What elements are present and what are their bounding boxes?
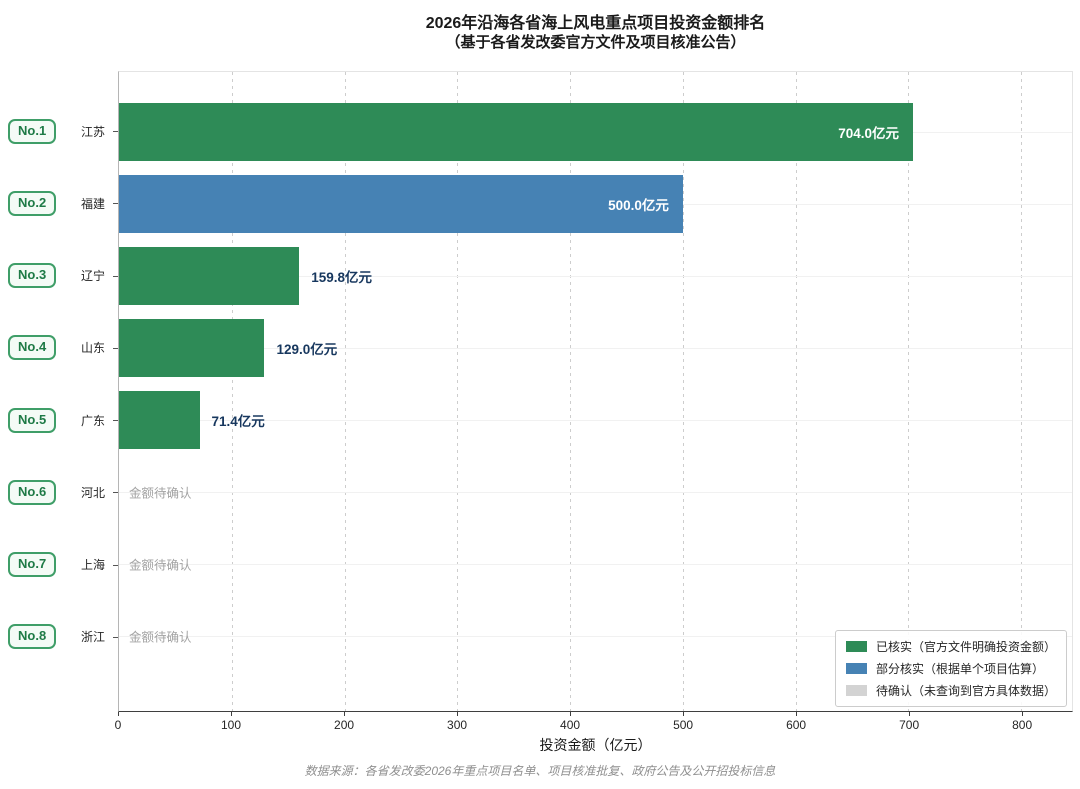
legend-label: 部分核实（根据单个项目估算）: [875, 662, 1044, 676]
chart-subtitle: （基于各省发改委官方文件及项目核准公告）: [445, 34, 746, 51]
rank-badge-4: No.4: [8, 335, 57, 361]
bar-value-label: 159.8亿元: [311, 270, 373, 285]
legend-swatch-partial: [845, 663, 867, 674]
bar-value-label: 金额待确认: [129, 630, 192, 645]
bar-row: 704.0亿元: [119, 96, 1072, 168]
rank-badge-8: No.8: [8, 624, 57, 650]
bar-value-label: 704.0亿元: [838, 126, 899, 141]
rank-badge-1: No.1: [8, 118, 57, 144]
bar-value-label: 129.0亿元: [276, 342, 338, 357]
bar-row: 金额待确认: [119, 600, 1072, 672]
legend: 已核实（官方文件明确投资金额） 部分核实（根据单个项目估算） 待确认（未查询到官…: [834, 630, 1067, 707]
gridline: [1021, 72, 1023, 711]
y-tick-label-shanghai: 上海: [0, 529, 118, 601]
bar-rows: 704.0亿元 500.0亿元 159.8亿元 129.0亿元 71.4亿元 金…: [119, 96, 1072, 672]
rank-badge-cell: No.4: [8, 312, 64, 384]
gridline: [682, 72, 684, 711]
x-tick-label: 500: [673, 718, 694, 732]
y-axis-labels: 江苏 福建 辽宁 山东 广东 河北 上海 浙江: [0, 95, 118, 673]
y-tick-label-guangdong: 广东: [0, 384, 118, 456]
rank-badge-3: No.3: [8, 263, 57, 289]
legend-label: 已核实（官方文件明确投资金额）: [875, 640, 1056, 654]
x-tick-label: 800: [1012, 718, 1033, 732]
gridlines: [119, 72, 1072, 711]
rank-badge-cell: No.1: [8, 95, 64, 167]
bar-value-label: 500.0亿元: [608, 198, 669, 213]
chart-title: 2026年沿海各省海上风电重点项目投资金额排名: [425, 15, 766, 32]
x-tick-mark: [457, 712, 459, 716]
x-tick-mark: [231, 712, 232, 716]
x-tick-mark: [344, 712, 346, 716]
x-tick-mark: [683, 712, 685, 716]
rank-badge-cell: No.6: [8, 456, 64, 528]
bar-fujian: [119, 175, 683, 233]
rank-badge-5: No.5: [8, 407, 57, 433]
legend-item-pending: 待确认（未查询到官方具体数据）: [845, 682, 1056, 699]
x-axis-title: 投资金额（亿元）: [539, 737, 652, 753]
rank-badge-cell: No.2: [8, 167, 64, 239]
x-tick-label: 300: [447, 718, 468, 732]
x-tick-label: 600: [786, 718, 807, 732]
x-tick-mark: [1022, 712, 1024, 716]
rank-badge-7: No.7: [8, 552, 57, 578]
gridline: [570, 72, 572, 711]
legend-swatch-pending: [845, 685, 867, 696]
legend-label: 待确认（未查询到官方具体数据）: [875, 684, 1056, 698]
bar-row: 159.8亿元: [119, 240, 1072, 312]
gridline: [908, 72, 910, 711]
x-tick-label: 0: [114, 718, 122, 732]
y-tick-label-hebei: 河北: [0, 456, 118, 528]
y-tick-label-jiangsu: 江苏: [0, 95, 118, 167]
bar-row: 500.0亿元: [119, 168, 1072, 240]
y-tick-label-fujian: 福建: [0, 167, 118, 239]
x-tick-mark: [796, 712, 798, 716]
rank-badge-cell: No.8: [8, 601, 64, 673]
bar-jiangsu: [119, 103, 913, 161]
legend-item-partial: 部分核实（根据单个项目估算）: [845, 660, 1056, 677]
bar-value-label: 金额待确认: [129, 486, 192, 501]
bar-guangdong: [119, 391, 200, 449]
plot-area: 704.0亿元 500.0亿元 159.8亿元 129.0亿元 71.4亿元 金…: [118, 71, 1073, 712]
gridline: [344, 72, 346, 711]
x-tick-mark: [909, 712, 911, 716]
rank-badge-cell: No.3: [8, 240, 64, 312]
rank-badge-6: No.6: [8, 479, 57, 505]
x-tick-mark: [570, 712, 572, 716]
bar-value-label: 金额待确认: [129, 558, 192, 573]
x-tick-mark: [118, 712, 119, 716]
bar-row: 金额待确认: [119, 456, 1072, 528]
x-tick-label: 200: [334, 718, 355, 732]
gridline: [795, 72, 797, 711]
rank-badge-2: No.2: [8, 190, 57, 216]
rank-badge-column: No.1 No.2 No.3 No.4 No.5 No.6 No.7 No.8: [8, 95, 64, 673]
y-tick-label-liaoning: 辽宁: [0, 240, 118, 312]
x-tick-label: 400: [560, 718, 581, 732]
rank-badge-cell: No.7: [8, 529, 64, 601]
x-tick-label: 700: [899, 718, 920, 732]
gridline: [457, 72, 459, 711]
gridline: [231, 72, 233, 711]
rank-badge-cell: No.5: [8, 384, 64, 456]
bar-row: 71.4亿元: [119, 384, 1072, 456]
bar-row: 129.0亿元: [119, 312, 1072, 384]
bar-shandong: [119, 319, 265, 377]
bar-row: 金额待确认: [119, 528, 1072, 600]
y-tick-label-zhejiang: 浙江: [0, 601, 118, 673]
bar-liaoning: [119, 247, 300, 305]
x-axis: 0 100 200 300 400 500 600 700 800: [114, 712, 1073, 736]
x-tick-label: 100: [220, 718, 242, 732]
data-source-caption: 数据来源：各省发改委2026年重点项目名单、项目核准批复、政府公告及公开招投标信…: [304, 764, 776, 778]
bar-value-label: 71.4亿元: [211, 414, 265, 429]
y-tick-label-shandong: 山东: [0, 312, 118, 384]
legend-item-verified: 已核实（官方文件明确投资金额）: [845, 638, 1056, 655]
legend-swatch-verified: [845, 641, 867, 652]
